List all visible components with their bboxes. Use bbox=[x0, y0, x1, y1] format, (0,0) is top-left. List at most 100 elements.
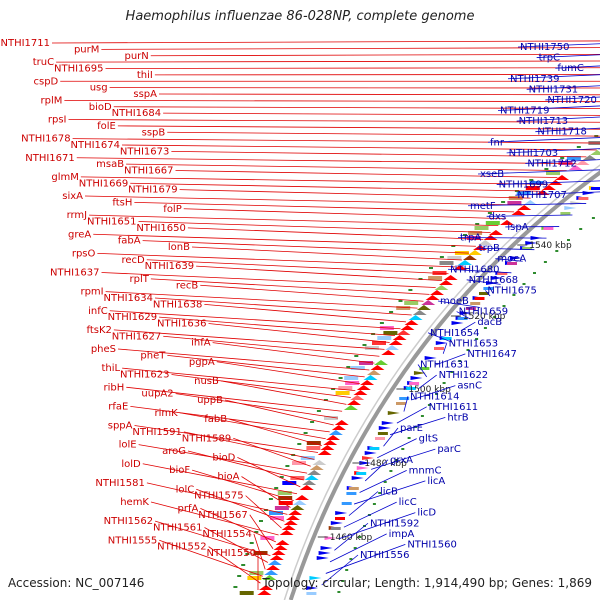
plus-leader-line bbox=[167, 132, 600, 136]
minus-gene-label: NTHI1675 bbox=[487, 285, 537, 296]
plus-gene-arrow bbox=[329, 430, 343, 435]
feature-block bbox=[247, 576, 261, 580]
marker-tick bbox=[297, 443, 301, 445]
plus-gene-arrow bbox=[389, 340, 403, 345]
minus-gene-label: NTHI1712 bbox=[527, 158, 577, 169]
plus-gene-arrow bbox=[264, 570, 278, 575]
feature-block bbox=[404, 301, 418, 305]
marker-tick bbox=[285, 465, 289, 467]
plus-leader-line bbox=[217, 362, 360, 384]
plus-gene-label: rimK bbox=[155, 408, 179, 419]
minus-gene-label: parE bbox=[400, 423, 423, 434]
plus-gene-label: NTHI1554 bbox=[202, 529, 252, 540]
marker-tick bbox=[544, 261, 547, 263]
feature-block bbox=[336, 391, 350, 395]
plus-gene-label: NTHI1639 bbox=[145, 261, 195, 272]
minus-gene-label: dacB bbox=[477, 317, 502, 328]
feature-block bbox=[578, 197, 588, 200]
minus-gene-label: NTHI1647 bbox=[467, 349, 517, 360]
plus-leader-line bbox=[180, 190, 531, 199]
minus-gene-label: trpA bbox=[460, 233, 481, 244]
marker-tick bbox=[363, 344, 367, 346]
plus-gene-arrow bbox=[367, 370, 381, 375]
marker-tick bbox=[269, 498, 273, 500]
plus-leader-line bbox=[106, 68, 600, 69]
plus-gene-label: NTHI1711 bbox=[0, 38, 50, 49]
minus-gene-label: mnmC bbox=[409, 465, 442, 476]
minus-gene-label: NTHI1699 bbox=[499, 180, 549, 191]
plus-gene-label: folP bbox=[163, 204, 181, 215]
plus-gene-arrow bbox=[312, 460, 326, 465]
feature-block bbox=[543, 227, 553, 230]
plus-gene-arrow bbox=[323, 440, 337, 445]
plus-gene-label: truC bbox=[33, 57, 54, 68]
plus-gene-arrow bbox=[332, 425, 346, 430]
minus-gene-label: NTHI1654 bbox=[430, 328, 480, 339]
plus-gene-arrow bbox=[257, 590, 271, 595]
plus-gene-label: NTHI1637 bbox=[50, 268, 100, 279]
plus-gene-label: NTHI1678 bbox=[21, 134, 71, 145]
plus-gene-label: lolD bbox=[121, 459, 141, 470]
plus-gene-label: hemK bbox=[120, 497, 149, 508]
minus-gene-label: metF bbox=[470, 201, 496, 212]
feature-block bbox=[560, 212, 570, 215]
marker-tick bbox=[579, 228, 582, 230]
minus-gene-arrow bbox=[411, 376, 423, 380]
minus-gene-label: NTHI1556 bbox=[360, 550, 410, 561]
minus-gene-label: moeA bbox=[497, 254, 526, 265]
marker-tick bbox=[380, 322, 384, 324]
plus-gene-label: NTHI1567 bbox=[198, 510, 248, 521]
plus-gene-label: bioD bbox=[89, 102, 112, 113]
plus-gene-label: NTHI1638 bbox=[153, 299, 203, 310]
kbp-tick-label: 1540 kbp bbox=[529, 241, 572, 251]
plus-gene-label: rplT bbox=[130, 274, 150, 285]
minus-gene-label: licB bbox=[380, 487, 398, 498]
plus-gene-label: NTHI1636 bbox=[157, 319, 207, 330]
minus-gene-label: fumC bbox=[557, 63, 584, 74]
plus-leader-line bbox=[213, 343, 375, 364]
plus-gene-label: fabB bbox=[204, 414, 227, 425]
minus-gene-label: grxA bbox=[390, 455, 413, 466]
marker-tick bbox=[250, 542, 254, 544]
feature-block bbox=[378, 432, 388, 435]
plus-leader-line bbox=[77, 158, 577, 164]
minus-gene-label: NTHI1680 bbox=[450, 264, 500, 275]
minus-gene-arrow bbox=[321, 546, 333, 550]
accession-text: Accession: NC_007146 bbox=[8, 576, 144, 590]
plus-gene-arrow bbox=[302, 480, 316, 485]
minus-gene-arrow bbox=[583, 191, 595, 195]
minus-gene-label: trpC bbox=[539, 53, 560, 64]
feature-block bbox=[434, 347, 444, 350]
plus-gene-label: rpmI bbox=[80, 287, 103, 298]
minus-gene-label: licD bbox=[417, 508, 436, 519]
plus-gene-arrow bbox=[364, 375, 378, 380]
plus-gene-label: NTHI1679 bbox=[128, 185, 178, 196]
plus-gene-label: purM bbox=[74, 44, 99, 55]
genome-stats-text: Topology: circular; Length: 1,914,490 bp… bbox=[262, 576, 592, 590]
minus-gene-label: NTHI1611 bbox=[429, 402, 479, 413]
plus-gene-arrow bbox=[463, 255, 477, 260]
minus-gene-label: parC bbox=[437, 444, 461, 455]
minus-gene-label: NTHI1560 bbox=[407, 539, 457, 550]
marker-tick bbox=[233, 586, 237, 588]
plus-gene-arrow bbox=[590, 150, 600, 155]
marker-tick bbox=[373, 503, 376, 505]
plus-gene-label: rplM bbox=[41, 95, 63, 106]
marker-tick bbox=[501, 201, 505, 203]
plus-leader-line bbox=[52, 40, 600, 43]
plus-gene-arrow bbox=[300, 485, 314, 490]
plus-gene-label: NTHI1673 bbox=[120, 146, 170, 157]
plus-gene-label: usg bbox=[90, 83, 108, 94]
plus-gene-arrow bbox=[413, 310, 427, 315]
feature-block bbox=[383, 331, 397, 335]
minus-gene-label: NTHI1614 bbox=[410, 391, 460, 402]
plus-gene-label: NTHI1651 bbox=[87, 217, 137, 228]
plus-gene-arrow bbox=[286, 515, 300, 520]
plus-gene-label: ihfA bbox=[191, 338, 211, 349]
plus-gene-label: thiL bbox=[102, 363, 121, 374]
minus-gene-label: NTHI1622 bbox=[439, 370, 489, 381]
plus-gene-arrow bbox=[360, 380, 374, 385]
plus-leader-line bbox=[192, 247, 462, 260]
